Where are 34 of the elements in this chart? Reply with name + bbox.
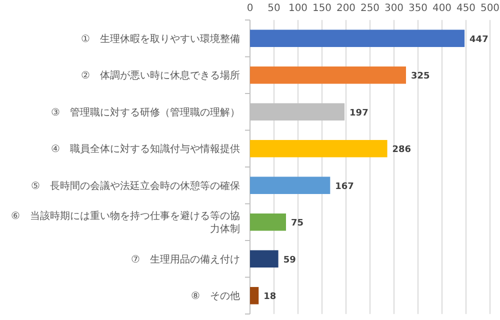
x-tick-label: 450 [456, 3, 476, 14]
bar [250, 66, 406, 84]
y-tick-label: ② 体調が悪い時に休息できる場所 [81, 70, 240, 82]
x-tick-label: 200 [336, 3, 356, 14]
bar [250, 286, 259, 304]
y-tick-label: ⑦ 生理用品の備え付け [131, 253, 240, 266]
data-label: 286 [392, 145, 412, 156]
y-tick-label: ⑥ 当該時期には重い物を持つ仕事を避ける等の協力体制 [11, 210, 240, 236]
y-tick-label: ⑤ 長時間の会議や法廷立会時の休憩等の確保 [31, 180, 240, 192]
data-label: 447 [470, 34, 488, 45]
x-tick-label: 500 [480, 3, 500, 14]
data-label: 18 [264, 292, 276, 302]
bar [250, 140, 388, 158]
x-tick-label: 250 [360, 3, 380, 14]
data-label: 167 [335, 182, 354, 192]
data-label: 197 [350, 108, 368, 118]
data-label: 59 [283, 255, 296, 266]
bar [250, 30, 465, 48]
bar [250, 213, 286, 231]
data-label: 325 [411, 72, 430, 82]
y-tick-label: ① 生理休暇を取りやすい環境整備 [81, 32, 240, 45]
bar [250, 176, 330, 194]
data-label: 75 [291, 218, 304, 229]
x-tick-label: 0 [246, 3, 254, 14]
x-tick-label: 50 [268, 3, 280, 14]
x-tick-label: 400 [432, 3, 452, 14]
x-tick-label: 300 [384, 3, 404, 14]
x-tick-label: 350 [408, 3, 428, 14]
x-tick-label: 150 [312, 3, 332, 14]
bar [250, 250, 278, 268]
x-tick-label: 100 [288, 3, 308, 14]
y-tick-label: ④ 職員全体に対する知識付与や情報提供 [51, 143, 240, 156]
y-tick-label: ⑧ その他 [191, 290, 240, 302]
y-tick-label: ③ 管理職に対する研修（管理職の理解） [51, 106, 240, 118]
